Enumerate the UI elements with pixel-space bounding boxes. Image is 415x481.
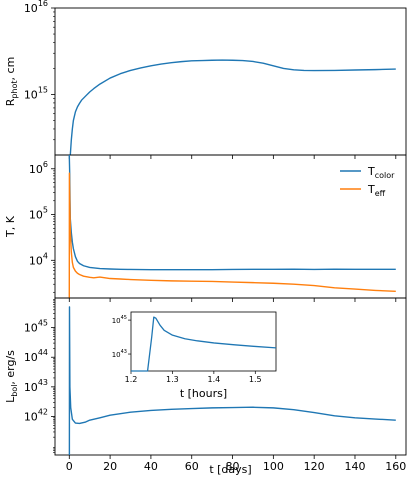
x-tick-label: 40 (144, 460, 158, 473)
inset-x-tick-label: 1.4 (207, 375, 220, 384)
y-tick-label: 1015 (24, 86, 48, 102)
x-tick-label: 80 (226, 460, 240, 473)
x-tick-label: 160 (385, 460, 406, 473)
y-tick-label: 104 (29, 251, 48, 267)
x-axis-label: t [days] (209, 463, 251, 476)
y-axis-label: T, K (4, 215, 17, 238)
y-tick-label: 1042 (24, 407, 48, 423)
inset-y-tick-label: 1045 (112, 315, 127, 325)
x-tick-label: 140 (344, 460, 365, 473)
x-tick-label: 120 (304, 460, 325, 473)
panel-2: 104 105 106 (29, 154, 407, 302)
inset-x-axis-label: t [hours] (180, 387, 227, 400)
legend-label: Tcolor (367, 165, 395, 180)
legend-label: Teff (367, 183, 386, 198)
y-axis-label: Rphot, cm (4, 57, 19, 107)
y-tick-label: 1044 (24, 348, 48, 364)
x-tick-label: 60 (185, 460, 199, 473)
panel-3: 1042 1043 1044 1045 (24, 297, 407, 459)
x-tick-label: 0 (66, 460, 73, 473)
y-tick-label: 105 (29, 206, 48, 222)
inset-y-tick-label: 1043 (112, 349, 127, 359)
series-line-1 (68, 306, 396, 456)
inset-x-tick-label: 1.3 (166, 375, 179, 384)
y-axis-label: Lbol, erg/s (4, 350, 19, 403)
y-tick-label: 1016 (24, 0, 48, 15)
series-line-1 (68, 154, 396, 271)
panel-1: 1015 1016 (24, 0, 407, 159)
panel-frame (54, 297, 407, 456)
panel-frame (54, 154, 407, 299)
inset: 1043 1045 1.2 1.3 1.4 1.5 t [hours] (112, 311, 277, 400)
panel-frame (54, 7, 407, 156)
x-tick-label: 20 (103, 460, 117, 473)
x-tick-label: 100 (263, 460, 284, 473)
legend: Tcolor Teff (340, 165, 395, 198)
y-tick-label: 106 (29, 160, 48, 176)
inset-x-tick-label: 1.2 (125, 375, 138, 384)
inset-x-tick-label: 1.5 (249, 375, 262, 384)
y-tick-label: 1045 (24, 319, 48, 335)
series-line-2 (68, 172, 396, 299)
inset-series-line (131, 316, 277, 372)
series-line-1 (69, 59, 396, 156)
y-tick-label: 1043 (24, 378, 48, 394)
